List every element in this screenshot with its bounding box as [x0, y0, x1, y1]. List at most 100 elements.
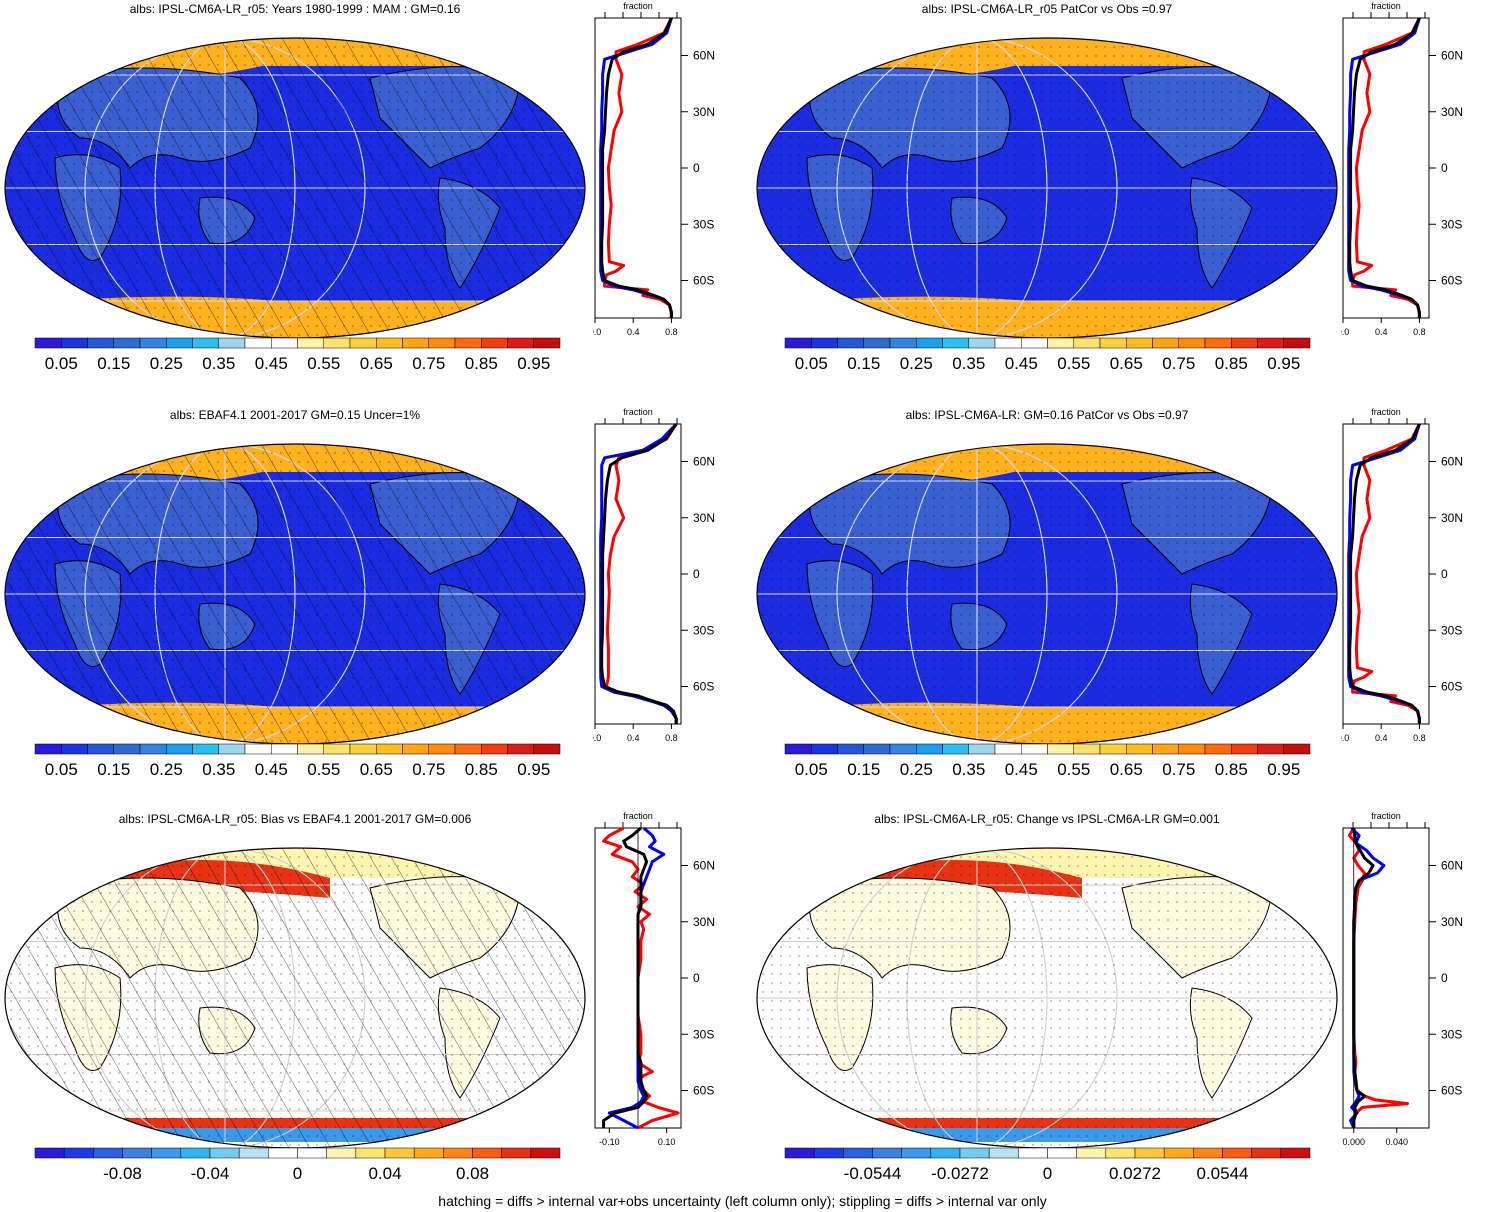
colorbar-swatch: [297, 743, 324, 755]
colorbar-swatch: [1178, 743, 1206, 755]
zonal-series-line: [605, 423, 678, 724]
zonal-xtick-label: 0.0: [1341, 733, 1349, 743]
colorbar-swatch: [843, 1147, 873, 1159]
map-title: albs: IPSL-CM6A-LR_r05 PatCor vs Obs =0.…: [921, 2, 1173, 16]
colorbar: -0.08 -0.04 0 0.04 0.08: [34, 1147, 561, 1183]
colorbar-swatch: [192, 337, 219, 349]
colorbar-swatch: [238, 1147, 269, 1159]
colorbar-swatch: [87, 743, 114, 755]
zonal-xlabel: fraction: [623, 1, 653, 11]
zonal-xtick-label: 0.8: [665, 733, 678, 743]
zonal-lat-label: 60S: [693, 1084, 714, 1098]
zonal-lat-label: 30N: [1441, 511, 1463, 525]
colorbar-swatch: [34, 337, 62, 349]
colorbar-swatch: [1047, 337, 1074, 349]
zonal-lat-label: 30S: [1441, 1027, 1462, 1041]
colorbar-tick-label: -0.0544: [844, 1164, 902, 1183]
colorbar: -0.0544 -0.0272 0 0.0272 0.0544: [784, 1147, 1311, 1183]
colorbar-swatch: [916, 743, 943, 755]
colorbar-swatch: [533, 337, 561, 349]
zonal-xtick-label: -0.10: [599, 1137, 620, 1147]
colorbar-swatch: [1047, 743, 1074, 755]
zonal-series-line: [599, 422, 678, 724]
colorbar-swatch: [916, 337, 943, 349]
zonal-xtick-label: 0.0: [593, 733, 601, 743]
colorbar-swatch: [87, 337, 114, 349]
colorbar-swatch: [1126, 337, 1153, 349]
colorbar-tick-label: 0.35: [202, 760, 235, 779]
colorbar-swatch: [1283, 337, 1311, 349]
colorbar-swatch: [1280, 1147, 1311, 1159]
colorbar-swatch: [863, 743, 891, 755]
colorbar-swatch: [501, 1147, 532, 1159]
colorbar-swatch: [209, 1147, 240, 1159]
colorbar-swatch: [1047, 1147, 1077, 1159]
colorbar-swatch: [61, 743, 88, 755]
colorbar-swatch: [413, 1147, 444, 1159]
stippling-overlay: [5, 444, 585, 744]
colorbar-swatch: [930, 1147, 961, 1159]
colorbar-swatch: [507, 337, 534, 349]
zonal-xtick-label: 0.8: [1413, 733, 1426, 743]
colorbar-tick-label: 0.25: [150, 354, 183, 373]
zonal-xtick-label: 0.000: [1342, 1137, 1365, 1147]
colorbar-swatch: [968, 743, 996, 755]
zonal-xlabel: fraction: [1371, 1, 1401, 11]
colorbar-swatch: [1251, 1147, 1282, 1159]
colorbar-swatch: [1222, 1147, 1252, 1159]
colorbar-swatch: [218, 743, 246, 755]
colorbar-tick-label: 0.55: [1057, 354, 1090, 373]
colorbar-tick-label: 0.55: [307, 354, 340, 373]
colorbar-swatch: [428, 743, 456, 755]
stippling-overlay: [757, 38, 1337, 338]
colorbar-tick-label: 0.0272: [1109, 1164, 1161, 1183]
zonal-mean-plot: fraction 0.000 0.040 60N 30N 0 30S 60S: [1342, 811, 1463, 1147]
colorbar-tick-label: 0.0544: [1197, 1164, 1249, 1183]
colorbar-swatch: [402, 337, 429, 349]
colorbar-tick-label: 0.35: [952, 354, 985, 373]
colorbar-swatch: [1204, 743, 1232, 755]
zonal-xlabel: fraction: [1371, 407, 1401, 417]
colorbar-tick-label: 0.65: [360, 760, 393, 779]
zonal-xlabel: fraction: [623, 811, 653, 821]
zonal-lat-label: 30S: [1441, 623, 1462, 637]
zonal-series-line: [602, 826, 649, 1128]
colorbar-swatch: [349, 337, 377, 349]
colorbar-tick-label: -0.04: [191, 1164, 230, 1183]
colorbar-swatch: [472, 1147, 502, 1159]
colorbar-swatch: [244, 337, 272, 349]
colorbar-swatch: [901, 1147, 932, 1159]
colorbar-tick-label: 0.55: [1057, 760, 1090, 779]
stippling-overlay: [757, 444, 1337, 744]
map-panel: [4, 443, 586, 745]
zonal-lat-label: 60N: [1441, 49, 1463, 63]
zonal-lat-label: 30S: [1441, 217, 1462, 231]
colorbar-swatch: [1126, 743, 1153, 755]
footnote: hatching = diffs > internal var+obs unce…: [438, 1193, 1047, 1209]
colorbar-swatch: [942, 337, 969, 349]
colorbar-swatch: [122, 1147, 152, 1159]
colorbar: 0.05 0.15 0.25 0.35 0.45 0.55 0.65 0.75 0.85 0.95…: [34, 743, 561, 779]
colorbar-tick-label: 0.55: [307, 760, 340, 779]
colorbar-tick-label: 0.65: [360, 354, 393, 373]
colorbar-swatch: [355, 1147, 386, 1159]
colorbar-swatch: [1204, 337, 1232, 349]
zonal-xtick-label: 0.4: [1375, 733, 1388, 743]
colorbar-swatch: [268, 1147, 298, 1159]
colorbar-swatch: [481, 337, 508, 349]
colorbar-swatch: [1178, 337, 1206, 349]
colorbar-swatch: [889, 743, 917, 755]
colorbar-swatch: [384, 1147, 415, 1159]
colorbar-swatch: [1076, 1147, 1107, 1159]
stippling-overlay: [5, 38, 585, 338]
colorbar-tick-label: 0: [293, 1164, 302, 1183]
colorbar-swatch: [988, 1147, 1019, 1159]
colorbar-swatch: [326, 1147, 357, 1159]
zonal-series-line: [1351, 17, 1421, 318]
colorbar-swatch: [872, 1147, 902, 1159]
zonal-lat-label: 60N: [693, 859, 715, 873]
colorbar-swatch: [166, 337, 193, 349]
zonal-lat-label: 60S: [1441, 1084, 1462, 1098]
map-panel: [756, 847, 1338, 1149]
colorbar-swatch: [968, 337, 996, 349]
